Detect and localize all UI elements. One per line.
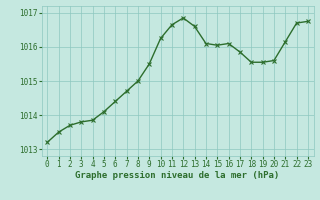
X-axis label: Graphe pression niveau de la mer (hPa): Graphe pression niveau de la mer (hPa)	[76, 171, 280, 180]
